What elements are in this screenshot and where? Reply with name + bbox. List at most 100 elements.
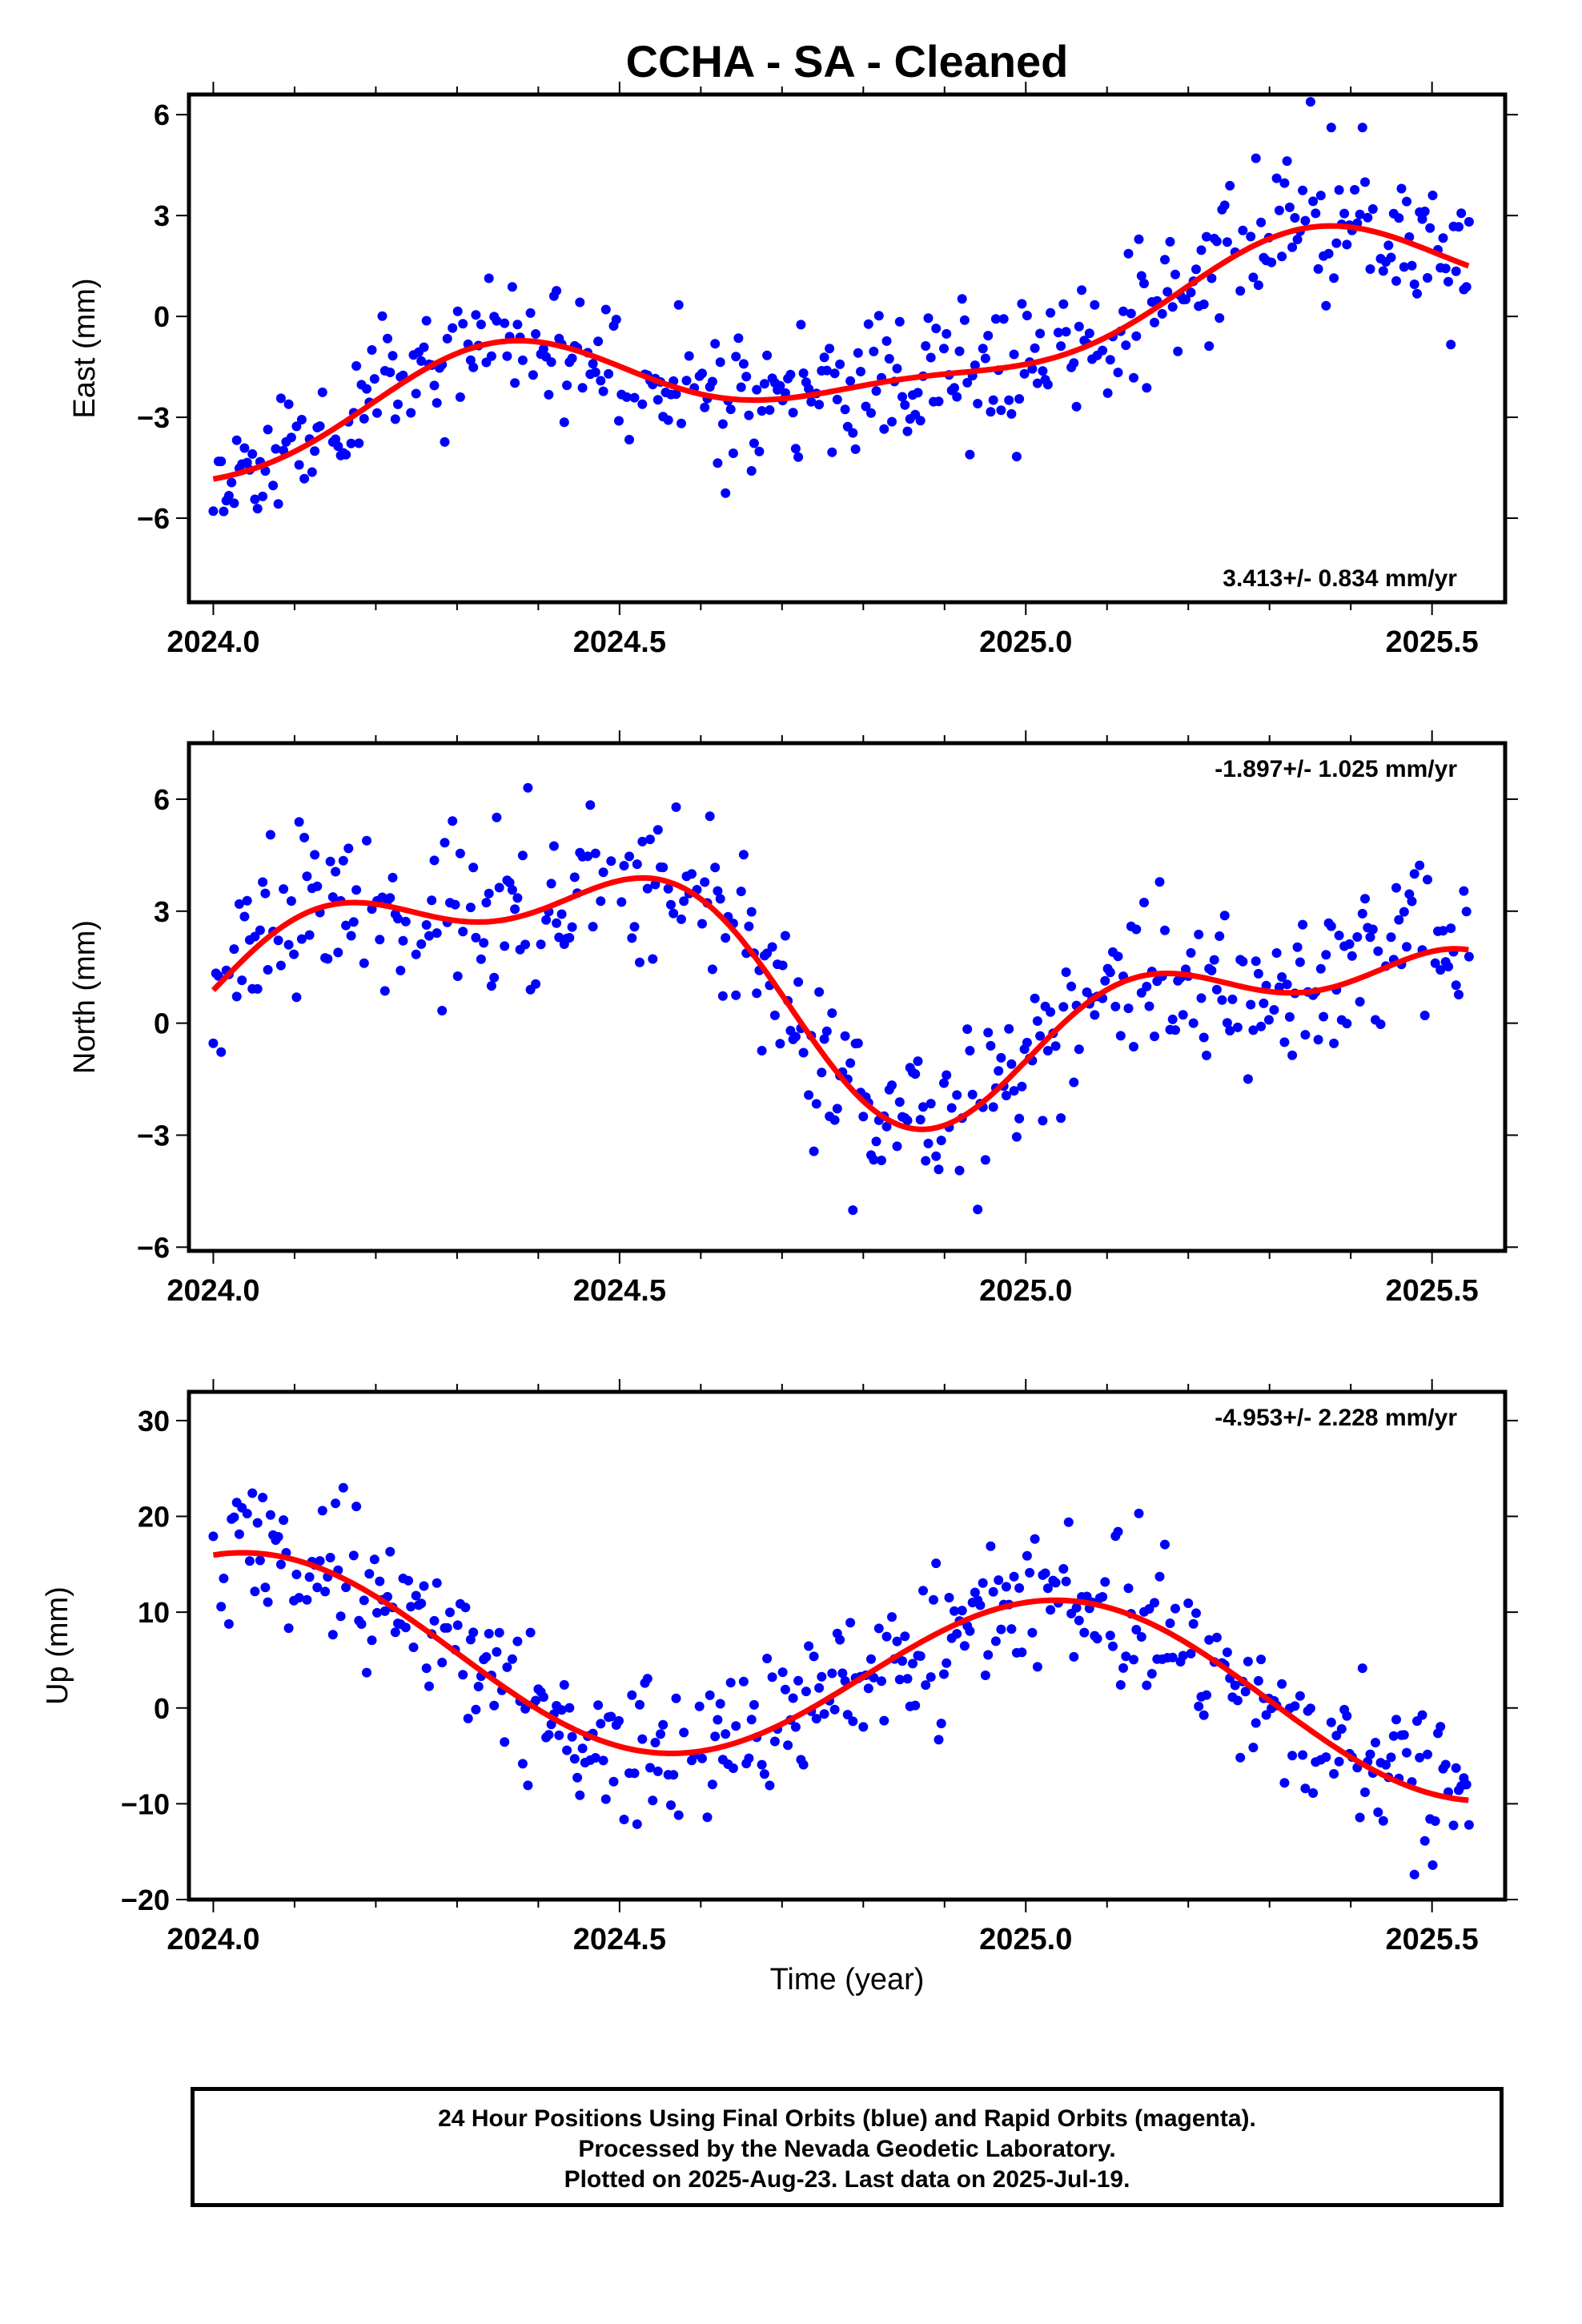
data-point [279, 1515, 289, 1526]
data-point [552, 286, 562, 296]
footer-caption-box: 24 Hour Positions Using Final Orbits (bl… [191, 2087, 1504, 2207]
data-point [445, 1607, 455, 1618]
data-point [939, 344, 949, 354]
data-point [1378, 266, 1388, 276]
velocity-label: -4.953+/- 2.228 mm/yr [1215, 1405, 1457, 1431]
data-point [1298, 919, 1308, 930]
data-point [1243, 1074, 1253, 1084]
data-point [900, 400, 910, 410]
data-point [437, 1006, 448, 1015]
data-point [1150, 317, 1159, 328]
data-point [494, 1627, 504, 1638]
data-point [567, 353, 577, 364]
x-axis-label: Time (year) [770, 1963, 925, 1996]
data-point [273, 1532, 283, 1542]
data-point [577, 383, 588, 393]
data-point [1402, 1747, 1411, 1758]
data-point [250, 1586, 260, 1597]
data-point [1146, 1669, 1157, 1679]
data-point [1056, 1113, 1066, 1124]
data-point [725, 1678, 736, 1688]
data-point [1256, 1655, 1267, 1665]
x-tick-label: 2024.5 [573, 1274, 666, 1308]
data-point [1202, 1690, 1211, 1700]
data-point [486, 351, 496, 361]
data-point [598, 386, 608, 396]
data-point [731, 990, 741, 1000]
data-point [1105, 1630, 1115, 1641]
data-point [1050, 1041, 1061, 1051]
data-point [869, 1155, 879, 1165]
data-point [348, 1550, 359, 1561]
plot-area [208, 782, 1474, 1216]
data-point [310, 850, 320, 860]
data-point [1430, 1816, 1440, 1826]
data-point [1069, 1077, 1079, 1088]
data-point [1404, 889, 1415, 899]
data-point [1006, 1059, 1017, 1069]
x-tick-label: 2025.5 [1386, 1274, 1479, 1308]
data-point [900, 1631, 910, 1642]
data-point [1394, 213, 1404, 223]
data-point [1011, 452, 1022, 462]
data-point [242, 457, 252, 468]
data-point [252, 983, 263, 994]
data-point [575, 1790, 585, 1800]
data-point [1113, 1526, 1123, 1537]
data-point [952, 1629, 962, 1639]
data-point [1360, 1787, 1370, 1797]
data-point [1154, 877, 1165, 887]
data-point [983, 1027, 994, 1038]
data-point [741, 372, 752, 382]
data-point [556, 1705, 567, 1715]
data-point [827, 1008, 837, 1019]
data-point [465, 1634, 476, 1645]
data-point [315, 1556, 325, 1566]
data-point [783, 1740, 793, 1751]
data-point [707, 1779, 717, 1790]
data-point [931, 1151, 942, 1161]
data-point [952, 1090, 962, 1100]
data-point [354, 438, 364, 448]
data-point [936, 1719, 946, 1729]
data-point [1204, 341, 1215, 352]
data-point [1375, 1019, 1386, 1029]
data-point [1074, 1615, 1084, 1626]
x-tick-label: 2025.0 [979, 625, 1072, 659]
data-point [385, 368, 396, 377]
data-point [1186, 947, 1196, 958]
data-point [250, 931, 260, 942]
data-point [1300, 1783, 1311, 1794]
data-point [1427, 1860, 1438, 1870]
data-point [279, 884, 289, 895]
data-point [1160, 925, 1170, 935]
data-point [377, 311, 387, 321]
data-point [263, 424, 273, 435]
data-point [897, 1656, 907, 1667]
data-point [1305, 1703, 1315, 1714]
data-point [448, 323, 458, 333]
fit-line [211, 875, 1469, 1132]
data-point [632, 1819, 642, 1829]
data-point [1287, 1751, 1298, 1761]
data-point [1311, 208, 1321, 219]
data-point [1136, 987, 1146, 998]
data-point [492, 812, 502, 822]
data-point [510, 904, 520, 915]
y-axis-label: Up (mm) [41, 1586, 74, 1705]
data-point [637, 399, 648, 409]
data-point [338, 855, 348, 866]
data-point [489, 1700, 500, 1711]
data-point [645, 1763, 655, 1773]
data-point [476, 954, 486, 964]
data-point [1199, 300, 1209, 309]
data-point [877, 1676, 886, 1687]
data-point [762, 948, 773, 959]
data-point [652, 825, 663, 835]
data-point [208, 506, 219, 517]
data-point [208, 1531, 219, 1542]
data-point [1084, 328, 1094, 339]
data-point [967, 1089, 978, 1100]
data-point [988, 1102, 998, 1112]
data-point [926, 352, 936, 363]
